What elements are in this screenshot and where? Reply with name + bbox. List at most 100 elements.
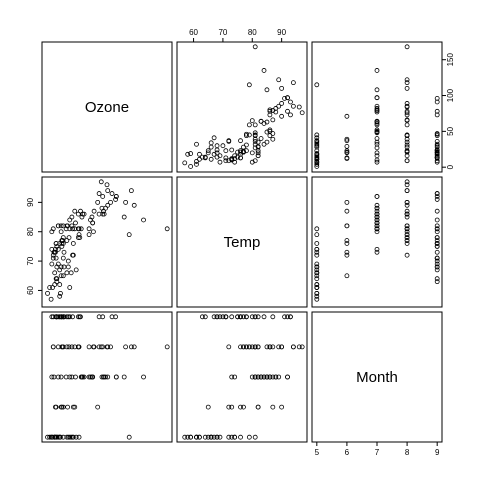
point-month-vs-ozone bbox=[121, 374, 127, 380]
point-month-vs-temp bbox=[282, 314, 287, 320]
point-temp-vs-ozone bbox=[128, 188, 134, 194]
point-temp-vs-month bbox=[374, 246, 380, 252]
point-ozone-vs-month bbox=[404, 158, 410, 164]
point-month-vs-temp bbox=[252, 374, 258, 380]
point-temp-vs-ozone bbox=[50, 252, 56, 258]
point-month-vs-temp bbox=[255, 344, 261, 350]
point-temp-vs-ozone bbox=[57, 241, 63, 246]
point-temp-vs-month bbox=[314, 232, 320, 238]
point-temp-vs-month bbox=[374, 214, 380, 220]
point-month-vs-temp bbox=[249, 314, 255, 320]
point-month-vs-temp bbox=[288, 314, 293, 320]
point-month-vs-temp bbox=[226, 344, 232, 350]
point-month-vs-ozone bbox=[76, 344, 82, 350]
point-month-vs-ozone bbox=[128, 344, 134, 350]
point-ozone-vs-temp bbox=[229, 147, 235, 153]
tick-label-temp-left: 90 bbox=[26, 197, 35, 206]
point-ozone-vs-temp bbox=[255, 150, 261, 156]
point-temp-vs-ozone bbox=[101, 211, 107, 217]
point-temp-vs-month bbox=[314, 249, 320, 255]
point-ozone-vs-temp bbox=[185, 151, 191, 157]
point-ozone-vs-temp bbox=[285, 95, 290, 101]
point-ozone-vs-temp bbox=[270, 136, 276, 142]
point-temp-vs-month bbox=[404, 235, 410, 241]
point-temp-vs-month bbox=[374, 249, 380, 255]
point-month-vs-ozone bbox=[123, 344, 129, 350]
point-month-vs-temp bbox=[252, 434, 258, 440]
point-temp-vs-ozone bbox=[75, 226, 81, 232]
point-ozone-vs-temp bbox=[226, 158, 232, 164]
point-temp-vs-month bbox=[434, 261, 440, 267]
point-month-vs-temp bbox=[243, 314, 249, 320]
point-month-vs-temp bbox=[285, 374, 290, 380]
point-temp-vs-month bbox=[434, 279, 440, 285]
point-temp-vs-ozone bbox=[109, 191, 115, 196]
point-ozone-vs-month bbox=[374, 118, 380, 124]
point-month-vs-temp bbox=[261, 314, 267, 320]
point-month-vs-ozone bbox=[113, 314, 118, 320]
point-ozone-vs-temp bbox=[208, 156, 214, 162]
point-temp-vs-month bbox=[374, 208, 380, 214]
point-temp-vs-month bbox=[434, 264, 440, 270]
point-month-vs-temp bbox=[249, 344, 255, 350]
point-temp-vs-month bbox=[374, 217, 380, 223]
point-ozone-vs-month bbox=[434, 112, 440, 118]
point-ozone-vs-temp bbox=[267, 108, 273, 114]
point-ozone-vs-month bbox=[404, 122, 410, 128]
point-temp-vs-month bbox=[434, 191, 440, 196]
point-month-vs-temp bbox=[290, 344, 296, 350]
point-month-vs-temp bbox=[211, 434, 217, 440]
point-ozone-vs-temp bbox=[246, 132, 252, 138]
point-temp-vs-ozone bbox=[91, 208, 97, 214]
point-temp-vs-month bbox=[344, 223, 350, 229]
point-month-vs-temp bbox=[199, 314, 205, 320]
point-month-vs-ozone bbox=[98, 344, 104, 350]
point-month-vs-ozone bbox=[52, 434, 58, 440]
point-temp-vs-month bbox=[314, 296, 320, 302]
point-month-vs-temp bbox=[232, 374, 238, 380]
point-month-vs-temp bbox=[258, 374, 264, 380]
point-month-vs-temp bbox=[267, 344, 273, 350]
point-ozone-vs-month bbox=[374, 127, 380, 133]
point-ozone-vs-month bbox=[314, 141, 320, 147]
point-temp-vs-ozone bbox=[86, 226, 92, 232]
point-temp-vs-month bbox=[314, 241, 320, 246]
point-temp-vs-month bbox=[314, 293, 320, 299]
tick-label-ozone-right: 0 bbox=[446, 164, 455, 169]
point-ozone-vs-month bbox=[434, 159, 440, 165]
point-month-vs-ozone bbox=[49, 374, 55, 380]
point-temp-vs-month bbox=[404, 188, 410, 194]
point-month-vs-ozone bbox=[57, 434, 63, 440]
point-temp-vs-ozone bbox=[64, 223, 70, 229]
point-temp-vs-month bbox=[374, 205, 380, 211]
tick-label-temp-top: 90 bbox=[277, 28, 286, 37]
point-temp-vs-ozone bbox=[164, 226, 170, 232]
point-temp-vs-ozone bbox=[58, 290, 63, 296]
point-ozone-vs-month bbox=[404, 77, 410, 83]
point-ozone-vs-month bbox=[434, 96, 440, 101]
point-temp-vs-ozone bbox=[53, 276, 59, 282]
point-month-vs-ozone bbox=[88, 374, 93, 380]
point-month-vs-temp bbox=[270, 404, 276, 410]
point-temp-vs-month bbox=[374, 202, 380, 208]
point-ozone-vs-month bbox=[434, 141, 440, 147]
point-month-vs-ozone bbox=[96, 344, 102, 350]
panel-temp-vs-ozone bbox=[41, 176, 173, 308]
point-month-vs-ozone bbox=[99, 374, 105, 380]
point-month-vs-temp bbox=[211, 314, 217, 320]
point-temp-vs-month bbox=[314, 273, 320, 279]
point-month-vs-temp bbox=[235, 314, 241, 320]
point-month-vs-temp bbox=[220, 314, 226, 320]
point-temp-vs-ozone bbox=[58, 273, 64, 279]
point-temp-vs-month bbox=[434, 208, 440, 214]
point-temp-vs-month bbox=[434, 235, 440, 241]
point-ozone-vs-month bbox=[374, 130, 380, 136]
point-month-vs-temp bbox=[229, 314, 235, 320]
point-temp-vs-ozone bbox=[69, 223, 75, 229]
point-temp-vs-ozone bbox=[50, 255, 56, 261]
point-month-vs-temp bbox=[182, 434, 188, 440]
point-month-vs-temp bbox=[226, 434, 232, 440]
point-month-vs-temp bbox=[194, 434, 199, 440]
point-temp-vs-ozone bbox=[61, 249, 67, 255]
point-temp-vs-ozone bbox=[121, 214, 127, 220]
